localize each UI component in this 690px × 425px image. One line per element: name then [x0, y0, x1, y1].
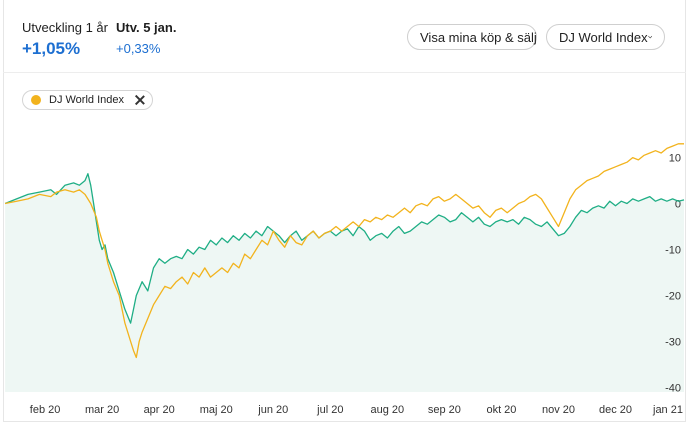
dj-world-index-series-line [4, 143, 684, 359]
y-tick-label: 10 [669, 153, 681, 165]
y-tick-label: -20 [665, 290, 681, 302]
development-date-value: +0,33% [116, 41, 161, 56]
chart-panel [3, 0, 686, 422]
y-tick-label: -10 [665, 245, 681, 257]
x-tick-label: sep 20 [428, 404, 461, 416]
x-tick-label: jul 20 [316, 404, 343, 416]
development-date: Utv. 5 jan. +0,33% [116, 20, 176, 56]
x-tick-label: aug 20 [371, 404, 405, 416]
x-tick-label: mar 20 [85, 404, 119, 416]
series-area-fill [5, 173, 685, 392]
x-tick-label: dec 20 [599, 404, 632, 416]
x-tick-label: maj 20 [200, 404, 233, 416]
x-tick-label: okt 20 [486, 404, 516, 416]
y-tick-label: -30 [665, 336, 681, 348]
legend-chip-label: DJ World Index [49, 94, 124, 106]
show-trades-button-label: Visa mina köp & sälj [420, 29, 537, 45]
index-select-label: DJ World Index [559, 29, 648, 45]
chart-header: Utveckling 1 år +1,05% Utv. 5 jan. +0,33… [0, 0, 690, 72]
y-tick-label: 0 [675, 199, 681, 211]
x-tick-label: feb 20 [30, 404, 61, 416]
x-tick-label: apr 20 [144, 404, 175, 416]
show-trades-button[interactable]: Visa mina köp & sälj [407, 24, 537, 50]
header-divider [3, 72, 686, 73]
x-tick-label: nov 20 [542, 404, 575, 416]
x-tick-label: jan 21 [652, 404, 683, 416]
index-select-dropdown[interactable]: DJ World Index [546, 24, 665, 50]
development-1y-label: Utveckling 1 år [22, 20, 108, 35]
development-1y-value: +1,05% [22, 39, 81, 58]
legend-chip-dj-world-index[interactable]: DJ World Index [22, 90, 153, 110]
development-1y: Utveckling 1 år +1,05% [22, 20, 108, 59]
legend-color-dot [31, 95, 41, 105]
y-tick-label: -40 [665, 382, 681, 394]
chevron-down-icon [647, 35, 652, 39]
development-date-label: Utv. 5 jan. [116, 20, 177, 35]
holding-series-line [4, 173, 685, 324]
x-tick-label: jun 20 [257, 404, 288, 416]
